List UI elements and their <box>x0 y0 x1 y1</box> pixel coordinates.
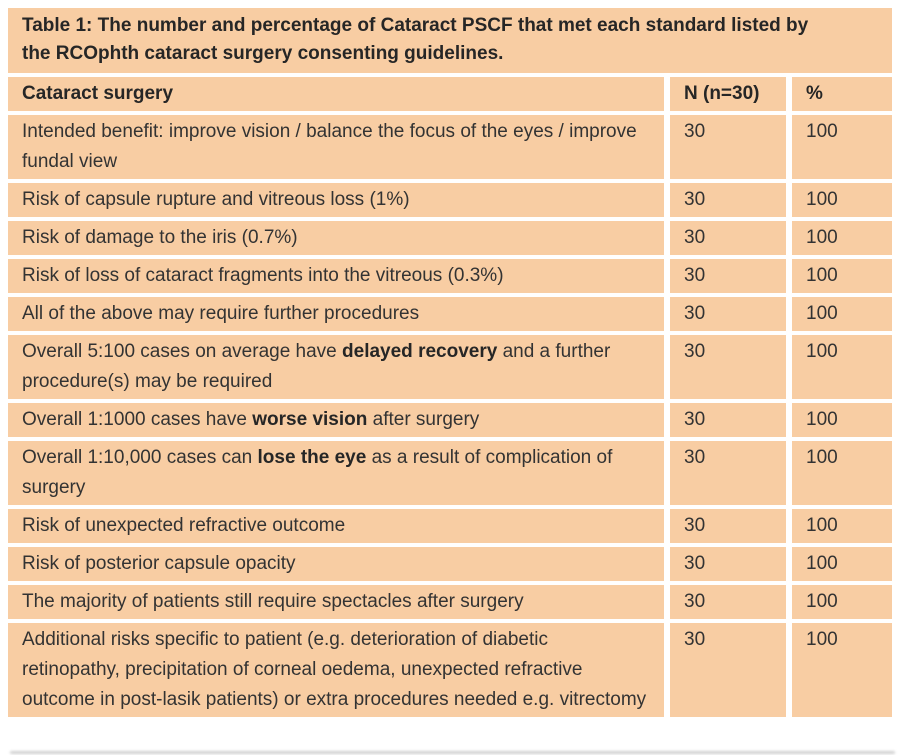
row-label-cell: The majority of patients still require s… <box>8 585 664 619</box>
row-label-text: Overall 1:1000 cases have <box>22 409 253 430</box>
column-header-cataract-surgery: Cataract surgery <box>8 77 664 111</box>
row-label-cell: Overall 1:1000 cases have worse vision a… <box>8 403 664 437</box>
row-label-text: Additional risks specific to patient (e.… <box>22 629 647 710</box>
row-label-cell: Risk of posterior capsule opacity <box>8 547 664 581</box>
row-label-text: Intended benefit: improve vision / balan… <box>22 121 637 172</box>
row-n-cell: 30 <box>670 547 786 581</box>
row-label-text: The majority of patients still require s… <box>22 591 524 612</box>
row-n-cell: 30 <box>670 623 786 717</box>
column-header-percent: % <box>792 77 892 111</box>
row-label-cell: Overall 1:10,000 cases can lose the eye … <box>8 441 664 505</box>
row-pct-cell: 100 <box>792 623 892 717</box>
row-pct-cell: 100 <box>792 183 892 217</box>
row-label-cell: Risk of unexpected refractive outcome <box>8 509 664 543</box>
row-label-bold-text: lose the eye <box>257 447 367 468</box>
row-label-text: Overall 5:100 cases on average have <box>22 341 343 362</box>
row-n-cell: 30 <box>670 441 786 505</box>
row-n-cell: 30 <box>670 509 786 543</box>
table-grid: Table 1: The number and percentage of Ca… <box>8 8 892 717</box>
row-label-text: All of the above may require further pro… <box>22 303 420 324</box>
row-label-bold-text: delayed recovery <box>342 341 498 362</box>
row-pct-cell: 100 <box>792 221 892 255</box>
row-pct-cell: 100 <box>792 547 892 581</box>
row-label-text: as a result of complication of surgery <box>22 447 613 498</box>
row-n-cell: 30 <box>670 259 786 293</box>
row-label-text: Overall 1:10,000 cases can <box>22 447 258 468</box>
row-n-cell: 30 <box>670 403 786 437</box>
row-pct-cell: 100 <box>792 335 892 399</box>
row-label-text: Risk of posterior capsule opacity <box>22 553 296 574</box>
row-label-cell: Risk of loss of cataract fragments into … <box>8 259 664 293</box>
row-pct-cell: 100 <box>792 585 892 619</box>
row-label-text: Risk of unexpected refractive outcome <box>22 515 346 536</box>
row-n-cell: 30 <box>670 183 786 217</box>
row-label-cell: All of the above may require further pro… <box>8 297 664 331</box>
column-header-n: N (n=30) <box>670 77 786 111</box>
row-n-cell: 30 <box>670 297 786 331</box>
row-label-bold-text: worse vision <box>252 409 368 430</box>
row-label-cell: Intended benefit: improve vision / balan… <box>8 115 664 179</box>
row-label-text: and a further procedure(s) may be requir… <box>22 341 611 392</box>
row-label-cell: Risk of damage to the iris (0.7%) <box>8 221 664 255</box>
row-pct-cell: 100 <box>792 403 892 437</box>
row-n-cell: 30 <box>670 585 786 619</box>
row-pct-cell: 100 <box>792 259 892 293</box>
row-label-text: Risk of loss of cataract fragments into … <box>22 265 504 286</box>
row-label-text: Risk of damage to the iris (0.7%) <box>22 227 298 248</box>
row-label-text: Risk of capsule rupture and vitreous los… <box>22 189 410 210</box>
table-title-line-1: Table 1: The number and percentage of Ca… <box>22 15 809 36</box>
row-pct-cell: 100 <box>792 115 892 179</box>
figure-bottom-shadow <box>10 751 895 754</box>
row-n-cell: 30 <box>670 335 786 399</box>
row-label-cell: Additional risks specific to patient (e.… <box>8 623 664 717</box>
row-pct-cell: 100 <box>792 297 892 331</box>
table-title-line-2: the RCOphth cataract surgery consenting … <box>22 43 504 64</box>
row-label-text: after surgery <box>367 409 480 430</box>
row-n-cell: 30 <box>670 221 786 255</box>
row-n-cell: 30 <box>670 115 786 179</box>
row-label-cell: Overall 5:100 cases on average have dela… <box>8 335 664 399</box>
row-pct-cell: 100 <box>792 509 892 543</box>
row-pct-cell: 100 <box>792 441 892 505</box>
table-title: Table 1: The number and percentage of Ca… <box>8 8 892 73</box>
row-label-cell: Risk of capsule rupture and vitreous los… <box>8 183 664 217</box>
